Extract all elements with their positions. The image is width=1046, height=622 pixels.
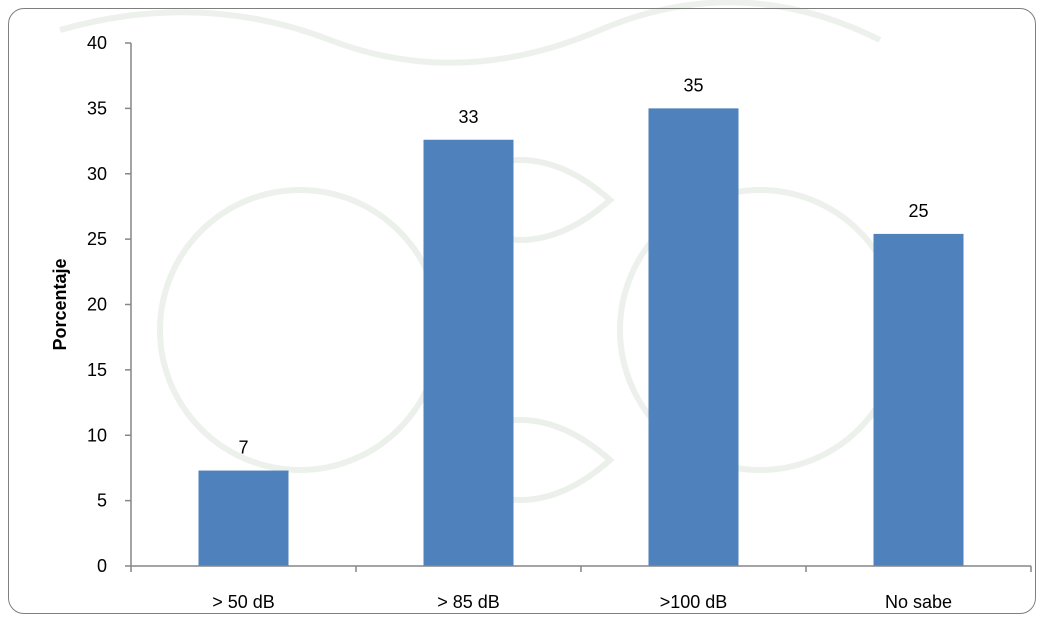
y-tick-label: 10 (87, 425, 107, 445)
x-tick-label: No sabe (885, 592, 952, 612)
y-tick-label: 35 (87, 98, 107, 118)
y-tick-label: 30 (87, 164, 107, 184)
bar (423, 139, 514, 566)
x-tick-label: > 50 dB (212, 592, 275, 612)
y-tick-label: 20 (87, 295, 107, 315)
y-tick-label: 15 (87, 360, 107, 380)
y-tick-label: 0 (97, 556, 107, 576)
x-tick-label: >100 dB (660, 592, 728, 612)
data-label: 25 (908, 201, 928, 221)
data-label: 35 (683, 75, 703, 95)
data-label: 7 (238, 438, 248, 458)
chart-frame (8, 8, 1036, 614)
bar (198, 470, 289, 566)
bar (648, 108, 739, 566)
data-label: 33 (458, 107, 478, 127)
y-tick-label: 25 (87, 229, 107, 249)
x-tick-label: > 85 dB (437, 592, 500, 612)
y-tick-label: 5 (97, 491, 107, 511)
bar (873, 233, 964, 566)
y-tick-label: 40 (87, 33, 107, 53)
y-axis-title: Porcentaje (50, 258, 70, 350)
